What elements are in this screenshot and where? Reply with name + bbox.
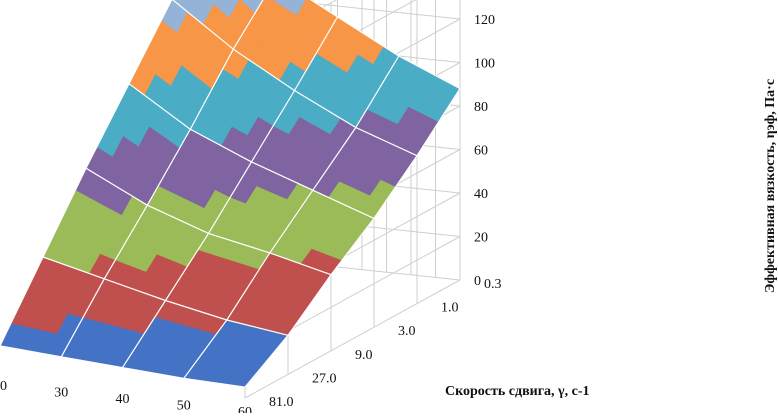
mesh-line-temperature <box>121 16 339 368</box>
mesh-line-shear <box>172 0 418 157</box>
mesh-line-temperature <box>183 55 400 379</box>
z-axis-title: Эффективная вязкость, ηэф, Па·с <box>763 79 778 293</box>
temperature-tick-label: 50 <box>177 399 191 414</box>
temperature-tick-label: 40 <box>116 392 130 407</box>
mesh-line-shear <box>0 345 246 388</box>
shear-tick-label: 81.0 <box>269 395 294 410</box>
z-tick-label: 80 <box>474 100 488 115</box>
z-tick-label: 20 <box>474 231 488 246</box>
shear-tick-label: 0.3 <box>484 277 502 292</box>
shear-tick-label: 1.0 <box>441 301 459 316</box>
z-tick-label: 100 <box>474 57 495 72</box>
z-tick-label: 60 <box>474 144 488 159</box>
shear-tick-label: 9.0 <box>355 348 373 363</box>
mesh-line-temperature <box>0 0 173 347</box>
temperature-tick-label: 20 <box>0 379 7 394</box>
mesh-line-shear <box>85 167 332 276</box>
tick-labels: 0204060801001201401600.31.03.09.027.081.… <box>0 13 502 418</box>
temperature-tick-label: 30 <box>54 386 68 401</box>
temperature-tick-label: 60 <box>238 405 252 413</box>
z-tick-label: 120 <box>474 13 495 28</box>
z-tick-label: 40 <box>474 187 488 202</box>
mesh-line-shear <box>128 83 375 219</box>
mesh-line-temperature <box>60 0 264 358</box>
shear-tick-label: 3.0 <box>398 324 416 339</box>
mesh-line-shear <box>310 0 461 90</box>
mesh-line-temperature <box>244 88 461 388</box>
surface-plot <box>0 0 461 388</box>
z-tick-label: 0 <box>474 274 481 289</box>
shear-axis-title: Скорость сдвига, γ, с-1 <box>445 384 589 399</box>
shear-tick-label: 27.0 <box>312 371 337 386</box>
mesh-line-shear <box>42 256 289 336</box>
gridline-side <box>244 279 461 399</box>
